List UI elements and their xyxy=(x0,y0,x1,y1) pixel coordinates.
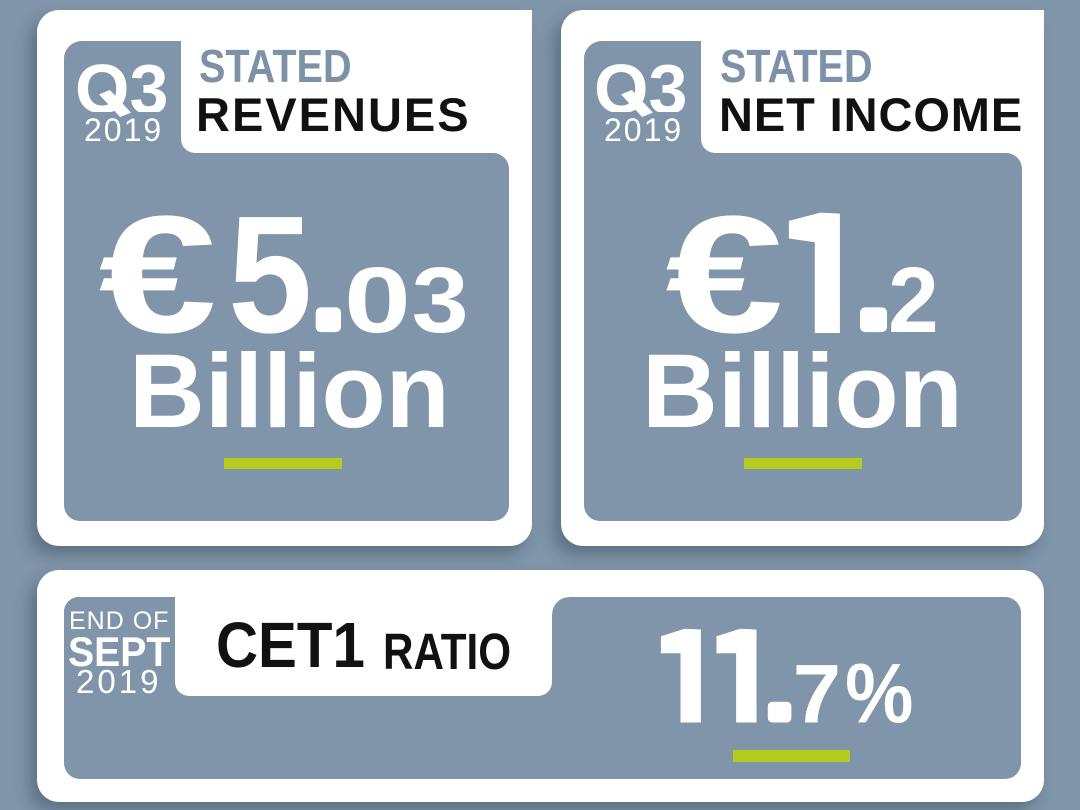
svg-text:3: 3 xyxy=(412,248,469,352)
svg-text:%: % xyxy=(845,647,913,741)
svg-text:€: € xyxy=(99,182,217,368)
svg-text:€: € xyxy=(665,182,783,368)
svg-text:5: 5 xyxy=(228,181,312,368)
svg-text:2: 2 xyxy=(888,249,939,352)
svg-text:0: 0 xyxy=(344,248,411,352)
svg-text:7: 7 xyxy=(793,648,841,741)
